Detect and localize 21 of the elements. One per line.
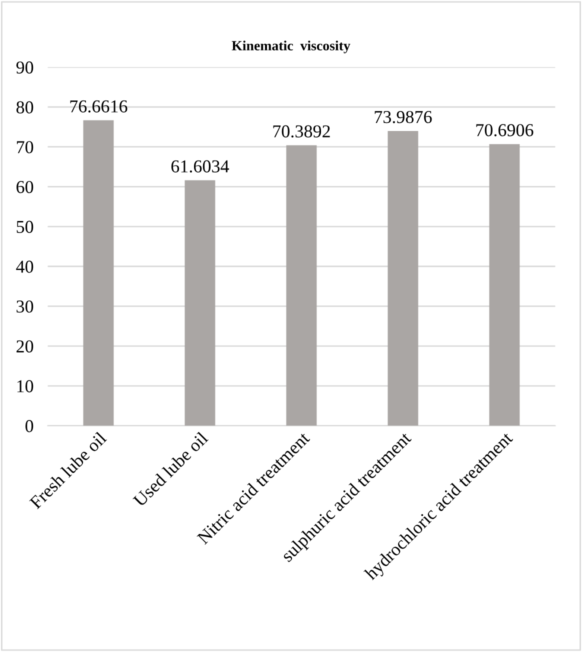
y-tick-label: 80 bbox=[16, 101, 34, 114]
y-tick-label: 20 bbox=[16, 340, 34, 353]
data-label: 70.3892 bbox=[273, 125, 330, 138]
data-label: 70.6906 bbox=[476, 124, 534, 136]
chart-title: Kinematic viscosity bbox=[232, 40, 350, 54]
bar bbox=[83, 120, 114, 426]
y-tick-label: 30 bbox=[16, 300, 34, 313]
y-tick-label: 60 bbox=[16, 180, 34, 194]
y-tick-label: 0 bbox=[25, 420, 34, 432]
data-label: 76.6616 bbox=[70, 100, 128, 113]
y-tick-label: 50 bbox=[16, 220, 34, 233]
bar bbox=[388, 130, 418, 426]
y-tick-label: 40 bbox=[16, 260, 34, 273]
bar bbox=[184, 180, 216, 426]
y-tick-label: 90 bbox=[16, 61, 34, 74]
bar bbox=[489, 144, 520, 426]
bar bbox=[286, 145, 317, 426]
y-tick-label: 10 bbox=[17, 380, 34, 392]
data-label: 73.9876 bbox=[374, 110, 432, 124]
data-label: 61.6034 bbox=[171, 160, 230, 173]
y-tick-label: 70 bbox=[16, 141, 34, 154]
